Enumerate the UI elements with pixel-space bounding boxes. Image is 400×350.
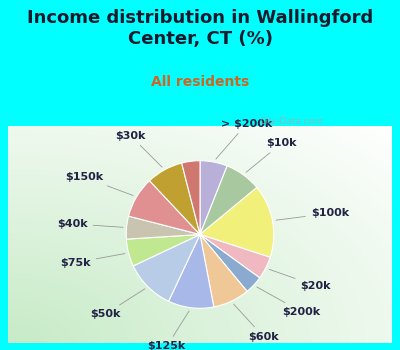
Text: $200k: $200k — [257, 287, 320, 317]
Text: $150k: $150k — [65, 172, 133, 196]
Text: $75k: $75k — [60, 253, 125, 267]
Wedge shape — [200, 234, 260, 291]
Text: $125k: $125k — [148, 311, 189, 350]
Text: $100k: $100k — [276, 208, 349, 220]
Text: City-Data.com: City-Data.com — [260, 117, 324, 126]
Wedge shape — [182, 161, 200, 234]
Wedge shape — [200, 234, 247, 307]
Text: $60k: $60k — [234, 304, 279, 342]
Text: Income distribution in Wallingford
Center, CT (%): Income distribution in Wallingford Cente… — [27, 9, 373, 48]
Wedge shape — [200, 161, 227, 234]
Wedge shape — [128, 181, 200, 234]
Text: $50k: $50k — [90, 289, 145, 319]
Text: $20k: $20k — [269, 269, 331, 291]
Wedge shape — [126, 216, 200, 239]
Text: $30k: $30k — [115, 131, 162, 167]
Text: $40k: $40k — [57, 219, 123, 229]
Wedge shape — [168, 234, 214, 308]
Text: All residents: All residents — [151, 75, 249, 89]
Wedge shape — [200, 188, 274, 257]
Text: > $200k: > $200k — [216, 119, 272, 159]
Wedge shape — [126, 234, 200, 266]
Wedge shape — [200, 166, 257, 235]
Wedge shape — [133, 234, 200, 301]
Wedge shape — [150, 163, 200, 235]
Text: $10k: $10k — [246, 138, 297, 172]
Wedge shape — [200, 234, 270, 278]
